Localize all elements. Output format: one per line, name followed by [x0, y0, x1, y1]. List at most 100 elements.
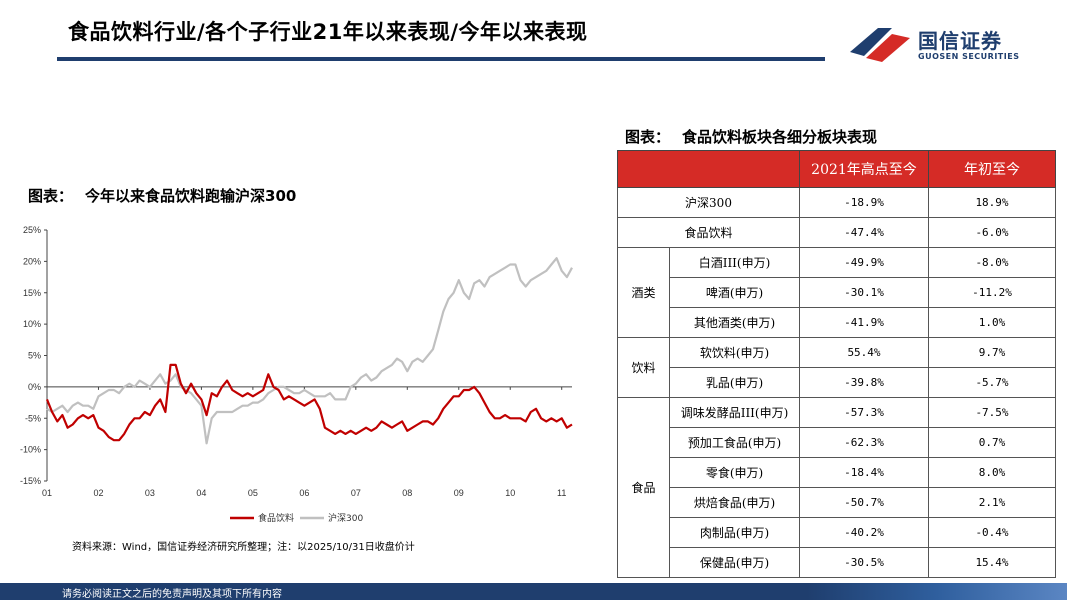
row-since-high: -62.3%	[799, 427, 929, 458]
table-row: 零食(申万) -18.4% 8.0%	[618, 457, 1056, 488]
x-tick-label: 06	[299, 488, 309, 498]
table-row: 饮料 软饮料(申万) 55.4% 9.7%	[617, 337, 1056, 398]
table-row: 肉制品(申万) -40.2% -0.4%	[618, 517, 1056, 548]
table-header-since-high: 2021年高点至今	[799, 150, 929, 188]
row-ytd: -5.7%	[928, 367, 1056, 398]
row-since-high: -18.4%	[799, 457, 929, 488]
row-since-high: -41.9%	[799, 307, 929, 338]
row-name: 调味发酵品III(申万)	[669, 397, 800, 428]
x-tick-label: 10	[505, 488, 515, 498]
row-name: 软饮料(申万)	[669, 337, 800, 368]
x-tick-label: 09	[454, 488, 464, 498]
row-ytd: 18.9%	[928, 187, 1056, 218]
table-row: 酒类 白酒III(申万) -49.9% -8.0%	[617, 247, 1056, 338]
row-name: 其他酒类(申万)	[669, 307, 800, 338]
row-since-high: -18.9%	[799, 187, 929, 218]
row-name: 乳品(申万)	[669, 367, 800, 398]
table-heading-text: 食品饮料板块各细分板块表现	[682, 128, 878, 146]
table-header-name	[617, 150, 800, 188]
footer-stripe	[807, 583, 1067, 600]
table-row: 预加工食品(申万) -62.3% 0.7%	[618, 427, 1056, 458]
table-row: 保健品(申万) -30.5% 15.4%	[618, 547, 1056, 578]
y-tick-label: 10%	[23, 319, 41, 329]
legend-label: 食品饮料	[258, 512, 294, 524]
y-tick-label: 5%	[28, 351, 41, 361]
source-note: 资料来源：Wind，国信证券经济研究所整理；注：以2025/10/31日收盘价计	[72, 542, 415, 553]
row-since-high: -39.8%	[799, 367, 929, 398]
row-since-high: -49.9%	[799, 247, 929, 278]
row-name: 白酒III(申万)	[669, 247, 800, 278]
x-tick-label: 01	[42, 488, 52, 498]
row-since-high: -57.3%	[799, 397, 929, 428]
row-name: 烘焙食品(申万)	[669, 487, 800, 518]
footer-bar: 请务必阅读正文之后的免责声明及其项下所有内容	[0, 583, 1067, 600]
group-label-food: 食品	[617, 397, 670, 578]
row-name: 啤酒(申万)	[669, 277, 800, 308]
table-heading: 图表： 食品饮料板块各细分板块表现	[625, 126, 877, 147]
y-tick-label: -5%	[25, 413, 41, 423]
row-since-high: -50.7%	[799, 487, 929, 518]
y-tick-label: 25%	[23, 225, 41, 235]
y-tick-label: -10%	[20, 445, 41, 455]
row-name: 零食(申万)	[669, 457, 800, 488]
row-since-high: 55.4%	[799, 337, 929, 368]
logo-mark-icon	[850, 28, 910, 62]
series-line-food-beverage	[45, 363, 573, 442]
table-row: 沪深300 -18.9% 18.9%	[617, 187, 1056, 218]
table-row: 其他酒类(申万) -41.9% 1.0%	[618, 307, 1056, 338]
row-name: 保健品(申万)	[669, 547, 800, 578]
logo-text-en: GUOSEN SECURITIES	[918, 52, 1020, 61]
row-ytd: -7.5%	[928, 397, 1056, 428]
footer-disclaimer: 请务必阅读正文之后的免责声明及其项下所有内容	[62, 589, 282, 600]
logo-text-cn: 国信证券	[918, 29, 1002, 53]
row-since-high: -30.1%	[799, 277, 929, 308]
y-tick-label: -15%	[20, 476, 41, 486]
x-tick-label: 02	[93, 488, 103, 498]
row-name: 沪深300	[617, 187, 800, 218]
y-tick-label: 0%	[28, 382, 41, 392]
table-row: 乳品(申万) -39.8% -5.7%	[618, 367, 1056, 398]
row-ytd: 15.4%	[928, 547, 1056, 578]
row-ytd: 0.7%	[928, 427, 1056, 458]
group-label-liquor: 酒类	[617, 247, 670, 338]
row-name: 食品饮料	[617, 217, 800, 248]
chart-heading: 图表： 今年以来食品饮料跑输沪深300	[28, 185, 296, 206]
table-row: 烘焙食品(申万) -50.7% 2.1%	[618, 487, 1056, 518]
row-ytd: 2.1%	[928, 487, 1056, 518]
chart-heading-text: 今年以来食品饮料跑输沪深300	[85, 187, 297, 205]
row-name: 预加工食品(申万)	[669, 427, 800, 458]
y-tick-label: 20%	[23, 256, 41, 266]
x-tick-label: 08	[402, 488, 412, 498]
row-ytd: -8.0%	[928, 247, 1056, 278]
row-ytd: -6.0%	[928, 217, 1056, 248]
row-ytd: 9.7%	[928, 337, 1056, 368]
row-ytd: 1.0%	[928, 307, 1056, 338]
table-header-ytd: 年初至今	[928, 150, 1056, 188]
x-tick-label: 03	[145, 488, 155, 498]
table-row: 啤酒(申万) -30.1% -11.2%	[618, 277, 1056, 308]
page-title: 食品饮料行业/各个子行业21年以来表现/今年以来表现	[68, 20, 588, 44]
legend-label: 沪深300	[328, 512, 363, 524]
x-tick-label: 07	[351, 488, 361, 498]
row-since-high: -30.5%	[799, 547, 929, 578]
chart-heading-label: 图表：	[28, 187, 74, 205]
row-ytd: -0.4%	[928, 517, 1056, 548]
performance-table: 2021年高点至今 年初至今 沪深300 -18.9% 18.9% 食品饮料 -…	[617, 150, 1056, 578]
row-ytd: 8.0%	[928, 457, 1056, 488]
group-label-beverage: 饮料	[617, 337, 670, 398]
row-ytd: -11.2%	[928, 277, 1056, 308]
row-name: 肉制品(申万)	[669, 517, 800, 548]
title-rule	[57, 57, 825, 61]
company-logo: 国信证券 GUOSEN SECURITIES	[848, 24, 1023, 64]
y-tick-label: 15%	[23, 288, 41, 298]
series-line-csi300	[46, 257, 573, 445]
table-header-row: 2021年高点至今 年初至今	[617, 150, 1056, 188]
row-since-high: -40.2%	[799, 517, 929, 548]
table-row: 食品 调味发酵品III(申万) -57.3% -7.5%	[617, 397, 1056, 578]
x-tick-label: 11	[557, 488, 566, 498]
table-heading-label: 图表：	[625, 128, 671, 146]
x-tick-label: 05	[248, 488, 258, 498]
table-row: 食品饮料 -47.4% -6.0%	[617, 217, 1056, 248]
row-since-high: -47.4%	[799, 217, 929, 248]
x-tick-label: 04	[196, 488, 206, 498]
